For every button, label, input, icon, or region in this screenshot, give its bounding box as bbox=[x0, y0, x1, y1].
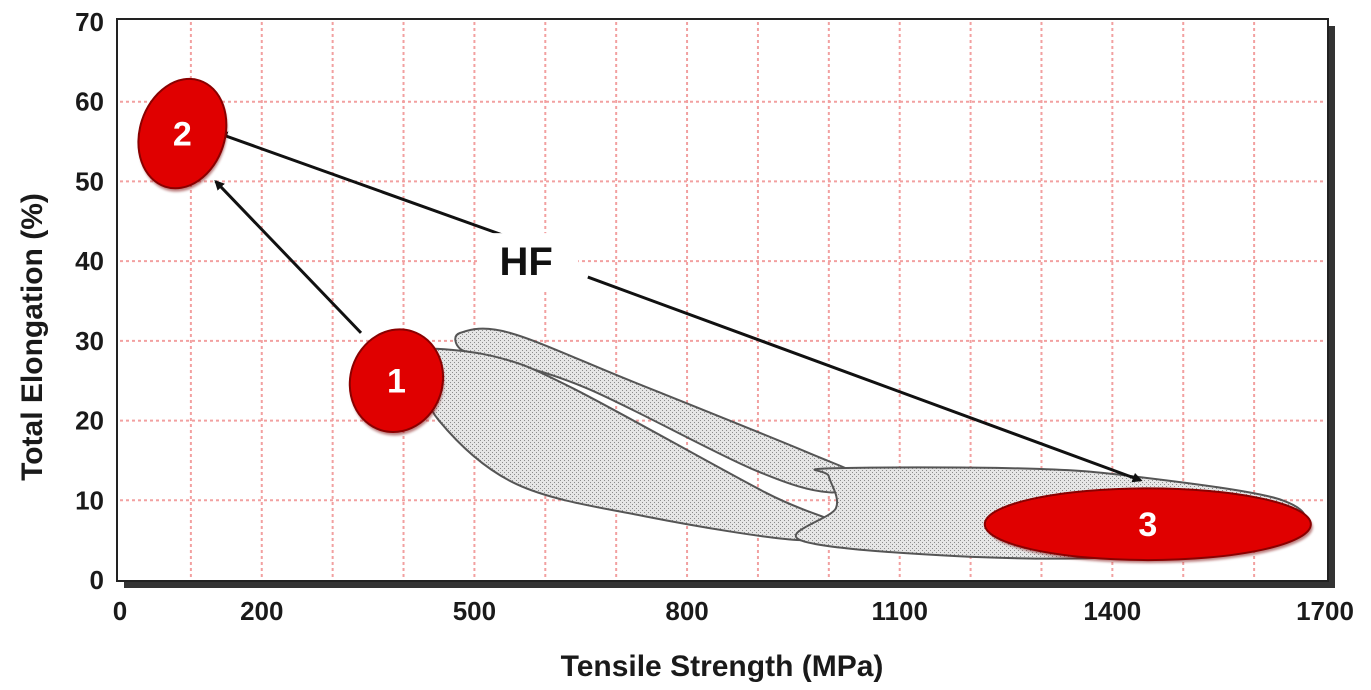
y-tick-label: 30 bbox=[75, 326, 104, 356]
x-tick-label: 1100 bbox=[872, 596, 928, 626]
x-tick-label: 1700 bbox=[1296, 596, 1354, 626]
y-tick-label: 0 bbox=[90, 565, 104, 595]
y-axis-ticks: 0 10 20 30 40 50 60 70 bbox=[75, 7, 104, 595]
gridlines bbox=[120, 22, 1325, 580]
annotation-arrow-2 bbox=[214, 179, 363, 334]
region-1: 1 bbox=[348, 328, 445, 436]
y-tick-label: 50 bbox=[75, 166, 104, 196]
y-tick-label: 60 bbox=[75, 87, 104, 117]
x-tick-label: 800 bbox=[665, 596, 708, 626]
y-axis-title: Total Elongation (%) bbox=[16, 193, 49, 481]
x-tick-label: 200 bbox=[240, 596, 283, 626]
x-axis-title: Tensile Strength (MPa) bbox=[561, 650, 884, 683]
region-3: 3 bbox=[983, 487, 1313, 564]
annotation-arrow-3 bbox=[587, 275, 1143, 483]
y-tick-label: 40 bbox=[75, 246, 104, 276]
y-tick-label: 20 bbox=[75, 406, 104, 436]
x-axis-ticks: 0 200 500 800 1100 1400 1700 bbox=[113, 596, 1354, 626]
region-2-ellipse bbox=[137, 77, 228, 190]
region-2-label: 2 bbox=[173, 116, 192, 154]
region-3-label: 3 bbox=[1138, 506, 1157, 544]
highlighted-regions: 2 1 3 bbox=[137, 77, 1313, 564]
hf-label: HF bbox=[500, 240, 553, 284]
region-3-ellipse bbox=[983, 487, 1312, 562]
annotation-arrow-1 bbox=[217, 131, 532, 247]
x-tick-label: 0 bbox=[113, 596, 127, 626]
region-2: 2 bbox=[137, 77, 228, 192]
x-tick-label: 500 bbox=[453, 596, 496, 626]
region-1-ellipse bbox=[348, 328, 445, 434]
arrows bbox=[214, 131, 1143, 483]
y-tick-label: 70 bbox=[75, 7, 104, 37]
region-1-label: 1 bbox=[387, 363, 406, 401]
x-tick-label: 1400 bbox=[1083, 596, 1141, 626]
plot-area bbox=[116, 18, 1335, 588]
y-tick-label: 10 bbox=[75, 485, 104, 515]
hf-label-background bbox=[478, 233, 579, 290]
hf-annotation: HF bbox=[478, 233, 579, 290]
